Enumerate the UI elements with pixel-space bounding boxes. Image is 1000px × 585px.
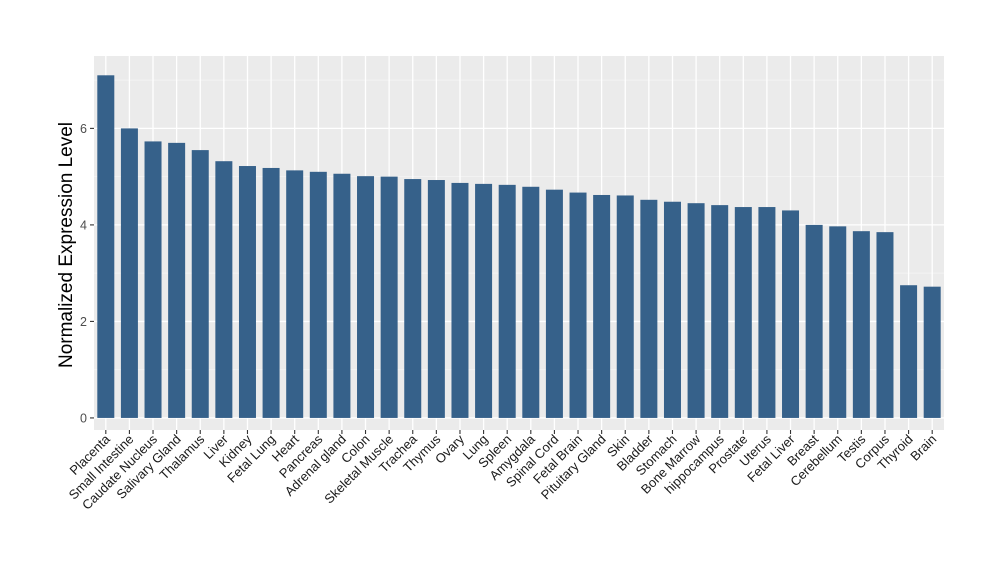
x-tick-label: Brain [907, 432, 939, 464]
y-tick-label: 6 [80, 122, 87, 136]
y-axis-label: Normalized Expression Level [56, 122, 77, 368]
y-axis: 0 2 4 6 [80, 122, 94, 425]
bar[interactable] [640, 199, 658, 418]
bar[interactable] [286, 170, 304, 418]
bar[interactable] [663, 201, 681, 418]
bar[interactable] [758, 207, 776, 418]
bar[interactable] [451, 182, 469, 418]
bars [97, 75, 941, 418]
bar[interactable] [215, 161, 233, 418]
bar[interactable] [427, 180, 445, 418]
bar[interactable] [380, 176, 398, 418]
bar[interactable] [522, 186, 540, 418]
bar[interactable] [805, 224, 823, 418]
bar[interactable] [829, 226, 847, 418]
y-tick-label: 0 [80, 411, 87, 425]
bar[interactable] [852, 231, 870, 418]
bar[interactable] [357, 176, 375, 418]
bar[interactable] [333, 173, 351, 418]
bar[interactable] [545, 189, 563, 418]
bar[interactable] [309, 171, 327, 418]
bar[interactable] [923, 286, 941, 418]
bar[interactable] [900, 285, 918, 418]
bar[interactable] [616, 195, 634, 418]
bar[interactable] [498, 184, 516, 418]
bar[interactable] [782, 210, 800, 418]
bar[interactable] [569, 192, 587, 418]
y-tick-label: 2 [80, 315, 87, 329]
plot-panel [94, 56, 944, 430]
bar[interactable] [593, 194, 611, 418]
bar[interactable] [475, 183, 493, 418]
bar[interactable] [120, 128, 138, 418]
bar[interactable] [168, 142, 186, 418]
bar[interactable] [262, 167, 280, 418]
bar[interactable] [687, 203, 705, 418]
y-tick-label: 4 [80, 218, 87, 232]
grid-minor [94, 79, 944, 371]
bar[interactable] [876, 232, 894, 418]
bar[interactable] [97, 75, 115, 418]
bar[interactable] [144, 141, 162, 418]
bar[interactable] [191, 150, 209, 418]
bar[interactable] [404, 179, 422, 418]
bar[interactable] [711, 205, 729, 418]
bar[interactable] [238, 166, 256, 418]
bar[interactable] [734, 207, 752, 418]
